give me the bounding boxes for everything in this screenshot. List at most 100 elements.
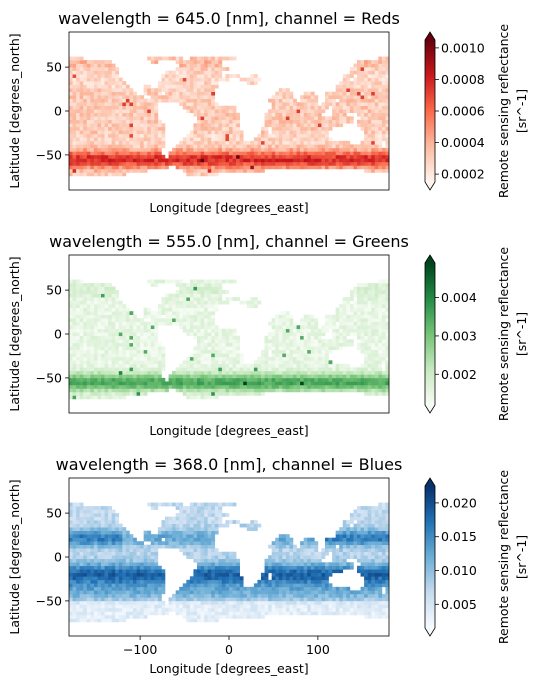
heatmap-cell <box>278 349 283 354</box>
heatmap-cell <box>364 63 368 68</box>
heatmap-cell <box>104 151 109 156</box>
heatmap-cell <box>76 77 80 82</box>
heatmap-cell <box>115 597 120 602</box>
heatmap-cell <box>150 335 155 340</box>
heatmap-cell <box>282 158 287 163</box>
heatmap-cell <box>360 67 365 71</box>
heatmap-cell <box>182 374 187 379</box>
heatmap-cell <box>381 353 386 358</box>
heatmap-cell <box>72 154 77 159</box>
heatmap-cell <box>86 290 91 294</box>
heatmap-cell <box>211 384 216 389</box>
heatmap-cell <box>90 172 95 177</box>
heatmap-cell <box>360 304 365 308</box>
heatmap-cell <box>232 105 237 110</box>
heatmap-cell <box>76 349 80 354</box>
heatmap-cell <box>197 109 201 114</box>
heatmap-cell <box>211 391 216 396</box>
heatmap-cell <box>250 597 255 602</box>
heatmap-cell <box>97 307 102 312</box>
heatmap-cell <box>200 311 205 315</box>
heatmap-cell <box>232 123 237 128</box>
heatmap-cell <box>111 88 116 92</box>
heatmap-cell <box>189 597 194 602</box>
heatmap-cell <box>218 339 223 344</box>
heatmap-cell <box>271 112 276 117</box>
heatmap-cell <box>214 168 219 173</box>
heatmap-cell <box>239 140 244 145</box>
heatmap-cell <box>69 600 73 605</box>
heatmap-cell <box>307 112 312 117</box>
heatmap-cell <box>104 363 109 368</box>
heatmap-cell <box>200 63 205 68</box>
heatmap-cell <box>239 77 244 82</box>
heatmap-cell <box>147 84 152 89</box>
heatmap-cell <box>193 70 198 75</box>
heatmap-cell <box>143 307 148 312</box>
heatmap-cell <box>90 335 95 340</box>
heatmap-cell <box>90 77 95 82</box>
heatmap-cell <box>371 353 376 358</box>
heatmap-cell <box>342 318 347 323</box>
heatmap-cell <box>339 611 344 616</box>
heatmap-cell <box>307 102 312 107</box>
heatmap-cell <box>69 349 73 354</box>
heatmap-cell <box>172 56 176 61</box>
heatmap-cell <box>325 318 329 323</box>
heatmap-cell <box>229 367 233 372</box>
heatmap-cell <box>150 144 155 149</box>
heatmap-cell <box>317 356 322 361</box>
heatmap-cell <box>204 388 208 393</box>
heatmap-cell <box>93 300 98 305</box>
colorbar-tick-label: 0.004 <box>441 290 477 305</box>
heatmap-cell <box>221 360 226 365</box>
heatmap-cell <box>72 335 77 340</box>
heatmap-cell <box>328 318 333 323</box>
heatmap-cell <box>353 384 358 389</box>
heatmap-cell <box>69 611 73 616</box>
heatmap-cell <box>125 158 130 163</box>
heatmap-cell <box>367 384 372 389</box>
heatmap-cell <box>72 395 77 400</box>
heatmap-cell <box>225 168 230 173</box>
heatmap-cell <box>221 165 226 170</box>
heatmap-cell <box>293 140 297 145</box>
heatmap-cell <box>93 363 98 368</box>
heatmap-cell <box>229 126 233 131</box>
heatmap-cell <box>133 144 137 149</box>
heatmap-cell <box>332 151 336 156</box>
heatmap-cell <box>211 126 216 131</box>
heatmap-cell <box>367 102 372 107</box>
heatmap-cell <box>278 133 283 138</box>
heatmap-cell <box>232 384 237 389</box>
heatmap-cell <box>218 600 223 605</box>
heatmap-cell <box>165 607 169 612</box>
heatmap-cell <box>278 339 283 344</box>
heatmap-cell <box>289 158 294 163</box>
heatmap-cell <box>385 374 390 379</box>
heatmap-cell <box>179 363 184 368</box>
heatmap-cell <box>285 360 290 365</box>
heatmap-cell <box>133 388 137 393</box>
heatmap-cell <box>168 384 173 389</box>
heatmap-cell <box>69 67 73 71</box>
heatmap-cell <box>197 604 201 609</box>
heatmap-cell <box>193 395 198 400</box>
heatmap-cell <box>367 290 372 294</box>
heatmap-cell <box>147 360 152 365</box>
heatmap-cell <box>360 293 365 298</box>
heatmap-cell <box>175 151 180 156</box>
heatmap-cell <box>229 109 233 114</box>
heatmap-cell <box>90 60 95 64</box>
x-axis-label: Longitude [degrees_east] <box>149 423 308 438</box>
heatmap-cell <box>221 342 226 347</box>
heatmap-cell <box>197 123 201 128</box>
heatmap-cell <box>122 614 127 619</box>
heatmap-cell <box>157 353 162 358</box>
heatmap-cell <box>72 74 77 78</box>
heatmap-cell <box>236 339 240 344</box>
heatmap-cell <box>108 342 112 347</box>
heatmap-cell <box>76 119 80 124</box>
heatmap-cell <box>79 363 84 368</box>
heatmap-cell <box>157 597 162 602</box>
